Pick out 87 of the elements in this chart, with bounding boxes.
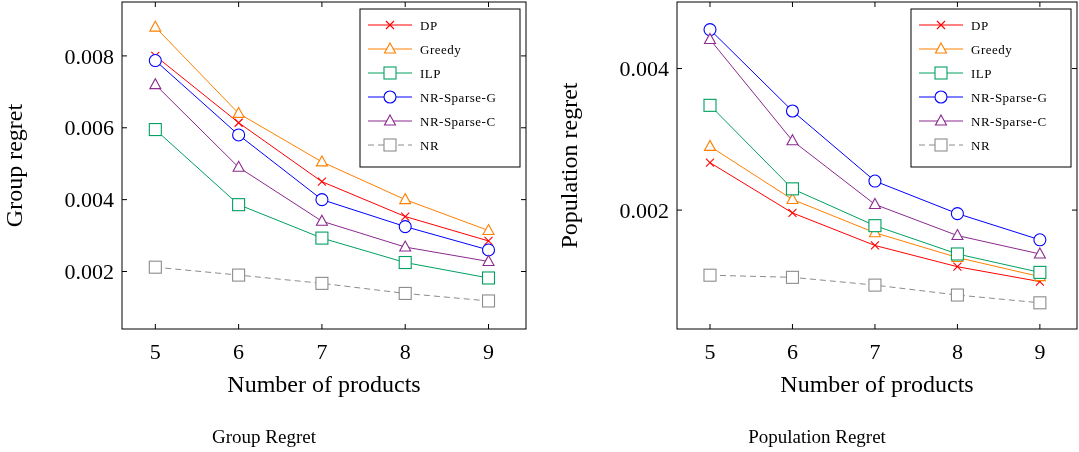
point (868, 197, 881, 209)
x-tick-label: 9 (1034, 339, 1046, 364)
point (952, 262, 962, 272)
point (870, 240, 880, 251)
point (703, 23, 717, 37)
point (785, 182, 800, 196)
point (315, 276, 329, 290)
legend-label: NR-Sparse-G (971, 89, 1048, 105)
point (232, 198, 246, 212)
x-axis-title: Number of products (227, 371, 421, 397)
point (950, 288, 964, 302)
x-tick-label: 6 (786, 339, 798, 364)
y-tick-label: 0.008 (64, 43, 114, 69)
point (1033, 265, 1047, 279)
x-tick-label: 8 (399, 339, 411, 364)
point (232, 268, 246, 282)
x-tick-label: 5 (149, 339, 161, 364)
point (481, 294, 496, 308)
legend-label: DP (971, 17, 989, 33)
y-tick-label: 0.006 (64, 115, 114, 141)
point (1033, 247, 1046, 259)
point (148, 54, 162, 68)
point (399, 193, 412, 205)
point (483, 236, 494, 246)
point (705, 158, 715, 168)
point (149, 20, 162, 32)
point (481, 271, 496, 285)
point (703, 98, 717, 112)
legend-label: NR (420, 137, 440, 153)
legend-label: NR-Sparse-C (971, 113, 1047, 129)
x-tick-label: 5 (704, 339, 716, 364)
point (1033, 296, 1047, 310)
text: Population Regret (748, 426, 887, 447)
x-axis-title: Number of products (780, 371, 974, 397)
point (703, 139, 717, 151)
y-axis-title: Group regret (1, 103, 27, 228)
point (400, 211, 410, 222)
point (868, 219, 882, 233)
legend-label: NR-Sparse-C (420, 113, 496, 129)
point (482, 223, 495, 236)
point (1033, 233, 1047, 247)
point (232, 106, 245, 118)
y-tick-label: 0.002 (619, 197, 669, 223)
point (703, 268, 717, 282)
point (317, 177, 327, 187)
y-tick-label: 0.004 (64, 187, 114, 213)
x-tick-label: 7 (869, 339, 881, 364)
point (232, 128, 246, 142)
x-tick-label: 8 (951, 339, 963, 364)
legend-label: Greedy (420, 41, 462, 57)
y-tick-label: 0.002 (64, 259, 114, 285)
point (868, 174, 882, 188)
point (482, 254, 495, 266)
point (786, 134, 799, 146)
point (868, 278, 882, 292)
legend-label: NR (971, 137, 991, 153)
point (785, 104, 800, 118)
point (481, 243, 496, 257)
point (315, 155, 328, 167)
point (399, 240, 412, 252)
point (951, 229, 964, 241)
point (315, 214, 328, 226)
point (703, 32, 717, 45)
point (398, 255, 412, 270)
legend-label: Greedy (971, 41, 1013, 57)
point (232, 160, 245, 172)
point (315, 193, 329, 207)
point (148, 260, 162, 274)
x-tick-label: 6 (233, 339, 245, 364)
y-axis-title: Population regret (556, 82, 582, 249)
point (398, 220, 412, 234)
legend-label: NR-Sparse-G (420, 89, 497, 105)
point (950, 207, 964, 221)
point (787, 208, 798, 218)
y-tick-label: 0.004 (619, 56, 669, 82)
x-tick-label: 9 (483, 339, 495, 364)
point (785, 270, 800, 284)
point (234, 118, 244, 128)
legend-label: DP (420, 17, 438, 33)
point (398, 286, 412, 300)
text: Group Regret (212, 426, 317, 447)
point (148, 123, 162, 137)
legend-label: ILP (971, 65, 992, 81)
legend-label: ILP (420, 65, 441, 81)
x-tick-label: 7 (316, 339, 328, 364)
point (149, 78, 162, 90)
point (315, 231, 329, 245)
